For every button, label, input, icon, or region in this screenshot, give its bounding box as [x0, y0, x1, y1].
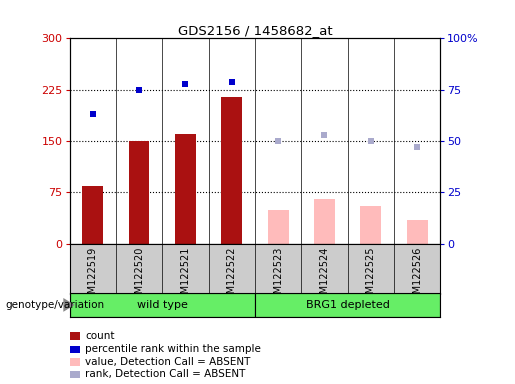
- Text: count: count: [85, 331, 114, 341]
- Point: [181, 81, 190, 87]
- Bar: [70, 293, 255, 317]
- Point: [89, 111, 97, 118]
- Text: rank, Detection Call = ABSENT: rank, Detection Call = ABSENT: [85, 369, 245, 379]
- Text: GSM122526: GSM122526: [412, 247, 422, 306]
- Bar: [255, 293, 440, 317]
- Bar: [175, 134, 196, 244]
- Text: value, Detection Call = ABSENT: value, Detection Call = ABSENT: [85, 357, 250, 367]
- Text: GSM122523: GSM122523: [273, 247, 283, 306]
- Title: GDS2156 / 1458682_at: GDS2156 / 1458682_at: [178, 24, 332, 37]
- Point: [320, 132, 329, 138]
- Bar: [129, 141, 149, 244]
- Text: BRG1 depleted: BRG1 depleted: [306, 300, 389, 310]
- Bar: [314, 199, 335, 244]
- Point: [135, 87, 143, 93]
- Text: genotype/variation: genotype/variation: [5, 300, 104, 310]
- Bar: [360, 206, 381, 244]
- Text: GSM122519: GSM122519: [88, 247, 98, 306]
- Bar: [268, 210, 288, 244]
- Text: wild type: wild type: [137, 300, 187, 310]
- Point: [274, 138, 282, 144]
- Point: [228, 78, 236, 84]
- Bar: [221, 97, 242, 244]
- Point: [413, 144, 421, 151]
- Text: GSM122522: GSM122522: [227, 247, 237, 306]
- Text: GSM122521: GSM122521: [180, 247, 191, 306]
- Bar: [407, 220, 427, 244]
- Text: GSM122524: GSM122524: [319, 247, 330, 306]
- Text: GSM122525: GSM122525: [366, 247, 376, 306]
- Point: [367, 138, 375, 144]
- Polygon shape: [63, 298, 75, 312]
- Text: percentile rank within the sample: percentile rank within the sample: [85, 344, 261, 354]
- Text: GSM122520: GSM122520: [134, 247, 144, 306]
- Bar: [82, 185, 103, 244]
